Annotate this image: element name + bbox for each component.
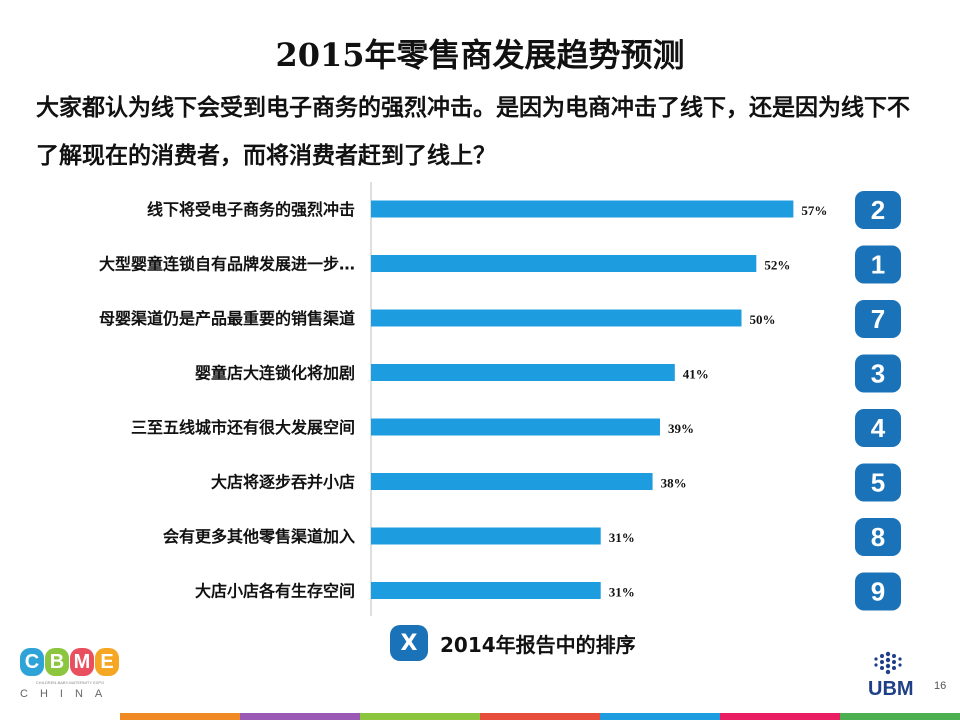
rank-badge: [855, 300, 901, 338]
cbme-letter: M: [70, 648, 94, 676]
footer-color-segment: [600, 713, 720, 720]
footer-color-segment: [840, 713, 960, 720]
cbme-letter: B: [45, 648, 69, 676]
rank-badge-label: 1: [871, 250, 885, 280]
rank-badge-label: 8: [871, 522, 885, 552]
page-number: 16: [934, 680, 947, 692]
category-label: 会有更多其他零售渠道加入: [163, 527, 355, 546]
legend-badge: X: [390, 625, 428, 661]
bar: [371, 364, 675, 381]
bar: [371, 418, 660, 436]
data-label: 39%: [668, 421, 694, 436]
footer-color-segment: [720, 713, 840, 720]
rank-badge-label: 3: [871, 359, 885, 389]
category-label: 大店将逐步吞并小店: [211, 473, 355, 492]
data-label: 38%: [661, 476, 687, 491]
category-label: 大型婴童连锁自有品牌发展进一步…: [99, 255, 355, 274]
rank-badge-label: 4: [871, 413, 886, 443]
rank-badge-label: 9: [871, 577, 885, 607]
legend: X 2014年报告中的排序: [390, 625, 636, 661]
data-label: 41%: [683, 367, 709, 382]
rank-badge: [855, 463, 901, 502]
slide-subtitle: 大家都认为线下会受到电子商务的强烈冲击。是因为电商冲击了线下，还是因为线下不了解…: [36, 95, 910, 169]
category-label: 母婴渠道仍是产品最重要的销售渠道: [99, 309, 355, 328]
data-label: 31%: [609, 530, 635, 545]
data-label: 52%: [764, 258, 790, 273]
cbme-letter: C: [20, 648, 44, 676]
rank-badge: [855, 572, 901, 611]
footer-color-strip: [120, 713, 960, 720]
cbme-china: CHINA: [20, 688, 115, 700]
bar: [371, 527, 601, 545]
footer-color-segment: [360, 713, 480, 720]
rank-badge: [855, 191, 901, 229]
category-label: 大店小店各有生存空间: [195, 582, 355, 601]
ubm-logo: UBM: [860, 648, 930, 704]
cbme-letter: E: [95, 648, 119, 676]
rank-badge-label: 5: [871, 468, 885, 498]
slide-title: 2015年零售商发展趋势预测: [275, 36, 685, 74]
ubm-dots-icon: [874, 651, 902, 675]
footer-color-segment: [240, 713, 360, 720]
footer-color-segment: [480, 713, 600, 720]
rank-badge: [855, 518, 901, 556]
footer-color-segment: [120, 713, 240, 720]
cbme-tagline: CHILDREN-BABY-MATERNITY EXPO: [35, 680, 105, 685]
bar: [371, 473, 653, 490]
rank-badge-label: 2: [871, 195, 885, 225]
bar: [371, 309, 742, 327]
category-label: 三至五线城市还有很大发展空间: [131, 418, 355, 437]
bar-chart: 线下将受电子商务的强烈冲击 57% 2 大型婴童连锁自有品牌发展进一步… 52% 1 母婴渠…: [99, 182, 901, 616]
category-label: 线下将受电子商务的强烈冲击: [147, 200, 355, 219]
data-label: 50%: [750, 312, 776, 327]
bar: [371, 582, 601, 599]
data-label: 57%: [801, 203, 827, 218]
bar: [371, 255, 757, 272]
ubm-text: UBM: [868, 678, 914, 700]
bar: [371, 200, 794, 218]
legend-text: 2014年报告中的排序: [440, 632, 636, 657]
category-label: 婴童店大连锁化将加剧: [195, 364, 355, 383]
rank-badge: [855, 245, 901, 284]
rank-badge-label: 7: [871, 304, 885, 334]
rank-badge: [855, 354, 901, 393]
rank-badge: [855, 409, 901, 447]
data-label: 31%: [609, 585, 635, 600]
